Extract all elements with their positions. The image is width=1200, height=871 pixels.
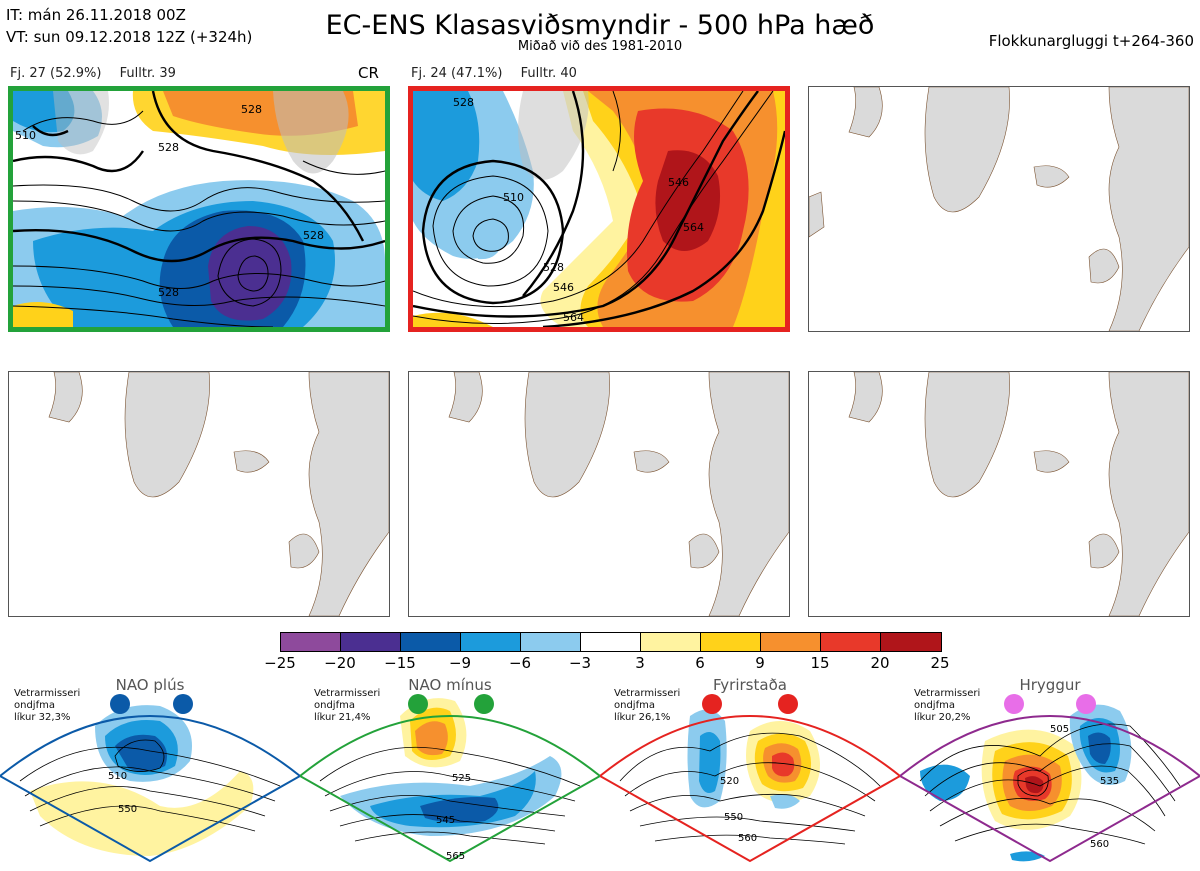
panel-2-label: Fj. 24 (47.1%) Fulltr. 40 [411,66,591,81]
contour-label: 546 [668,176,689,189]
cluster-map-2[interactable]: 528 546 510 528 546 564 564 [408,86,790,332]
colorbar-tick: 25 [930,654,950,672]
page-subtitle: Miðað við des 1981-2010 [517,39,683,54]
contour-label: 528 [158,141,179,154]
regime-contour-label: 560 [1090,839,1109,850]
regime-contour-label: 525 [452,773,471,784]
regime-contour-label: 510 [108,771,127,782]
regime-contour-label: 535 [1100,776,1119,787]
contour-label: 510 [15,129,36,142]
regime-marker [110,694,130,714]
colorbar-cell [761,633,821,651]
colorbar-cell [701,633,761,651]
colorbar-tick: −20 [324,654,356,672]
regime-nao-minus[interactable]: 525 545 565 NAO mínus Vetrarmisseri ondjf… [300,676,600,871]
colorbar-tick: 15 [810,654,830,672]
regime-marker [778,694,798,714]
colorbar-cell [341,633,401,651]
empty-map-3[interactable] [808,86,1190,332]
regime-title: Hryggur [1019,676,1081,694]
empty-map-6[interactable] [808,371,1190,617]
colorbar-cell [401,633,461,651]
contour-label: 528 [158,286,179,299]
panel-1-representative: Fulltr. 39 [119,66,176,81]
colorbar-cell [461,633,521,651]
colorbar-cell [521,633,581,651]
panel-2-members: Fj. 24 (47.1%) [411,66,503,81]
contour-label: 510 [503,191,524,204]
colorbar-tick: −3 [568,654,592,672]
panel-2-representative: Fulltr. 40 [520,66,577,81]
colorbar-cell [881,633,941,651]
regime-contour-label: 560 [738,833,757,844]
colorbar-cell [581,633,641,651]
colorbar-tick: 20 [870,654,890,672]
valid-time: VT: sun 09.12.2018 12Z (+324h) [6,28,253,46]
regime-ridge[interactable]: 505 535 560 Hryggur Vetrarmisseri ondjfma… [900,676,1200,871]
colorbar-tick: −25 [264,654,296,672]
issue-time: IT: mán 26.11.2018 00Z [6,6,186,24]
colorbar-cell [281,633,341,651]
regime-contour-label: 550 [118,804,137,815]
contour-label: 528 [453,96,474,109]
regime-contour-label: 520 [720,776,739,787]
colorbar-tick: 3 [635,654,645,672]
colorbar-tick: 6 [695,654,705,672]
empty-map-5[interactable] [408,371,790,617]
empty-map-4[interactable] [8,371,390,617]
regime-contour-label: 505 [1050,724,1069,735]
regime-marker [474,694,494,714]
contour-label: 546 [553,281,574,294]
regime-marker [173,694,193,714]
panel-1-members: Fj. 27 (52.9%) [10,66,102,81]
panel-1-label: Fj. 27 (52.9%) Fulltr. 39 [10,66,190,81]
cluster-map-1[interactable]: 528 528 528 528 510 [8,86,390,332]
regime-marker [408,694,428,714]
contour-label: 564 [683,221,704,234]
regime-marker [702,694,722,714]
contour-label: 528 [543,261,564,274]
regime-marker [1004,694,1024,714]
regime-note: Vetrarmisseri ondjfma líkur 26,1% [614,688,681,723]
anomaly-colorbar [280,632,942,652]
colorbar-tick: −15 [384,654,416,672]
colorbar-tick: −6 [508,654,532,672]
colorbar-cell [821,633,881,651]
regime-note: Vetrarmisseri ondjfma líkur 21,4% [314,688,381,723]
page-title: EC-ENS Klasasviðsmyndir - 500 hPa hæð [325,10,875,41]
contour-label: 528 [303,229,324,242]
contour-label: 564 [563,311,584,324]
colorbar-cell [641,633,701,651]
regime-marker [1076,694,1096,714]
colorbar-tick: 9 [755,654,765,672]
regime-title: Fyrirstaða [713,676,787,694]
regime-contour-label: 565 [446,851,465,862]
regime-contour-label: 550 [724,812,743,823]
regime-nao-plus[interactable]: 510 550 NAO plús Vetrarmisseri ondjfma lík… [0,676,300,871]
regime-note: Vetrarmisseri ondjfma líkur 32,3% [14,688,81,723]
contour-label: 528 [241,103,262,116]
regime-note: Vetrarmisseri ondjfma líkur 20,2% [914,688,981,723]
regime-title: NAO mínus [408,676,492,694]
regime-title: NAO plús [115,676,185,694]
classification-window: Flokkunargluggi t+264-360 [988,32,1194,50]
regime-contour-label: 545 [436,815,455,826]
regime-blocking[interactable]: 520 550 560 Fyrirstaða Vetrarmisseri ondj… [600,676,900,871]
panel-1-tag: CR [358,64,379,82]
colorbar-tick: −9 [448,654,472,672]
